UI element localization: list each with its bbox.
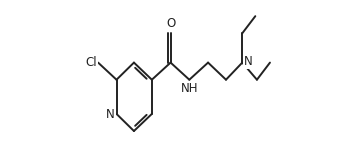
Text: Cl: Cl: [85, 56, 97, 69]
Text: NH: NH: [181, 82, 198, 95]
Text: N: N: [244, 55, 253, 68]
Text: N: N: [106, 108, 115, 121]
Text: O: O: [166, 17, 175, 30]
